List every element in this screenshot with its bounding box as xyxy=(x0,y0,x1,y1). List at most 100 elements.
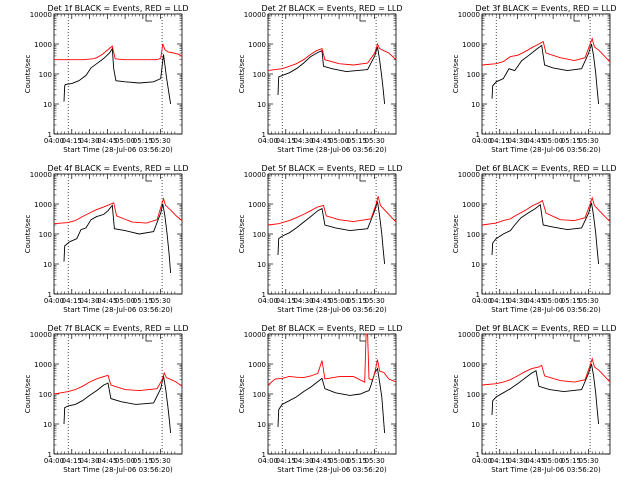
x-tick-label: 04:30 xyxy=(507,137,527,145)
attenuator-marker xyxy=(573,335,580,342)
plot-frame xyxy=(53,13,183,135)
x-tick-label: 05:15 xyxy=(133,297,153,305)
y-tick-label: 1000 xyxy=(462,201,480,209)
events-series-line xyxy=(63,47,172,105)
x-tick-label: 04:45 xyxy=(525,137,545,145)
attenuator-marker xyxy=(359,175,366,182)
panel-det-1: Det 1f BLACK = Events, RED = LLD 1 10 100 10… xyxy=(24,4,189,154)
x-tick-label: 05:15 xyxy=(347,137,367,145)
x-axis-label: Start Time (28-Jul-06 03:56:20) xyxy=(491,306,601,314)
panel-title: Det 1f BLACK = Events, RED = LLD xyxy=(47,4,188,13)
x-tick-label: 04:30 xyxy=(79,297,99,305)
x-tick-label: 05:00 xyxy=(329,297,349,305)
x-tick-label: 04:15 xyxy=(62,297,82,305)
x-tick-label: 04:00 xyxy=(44,137,64,145)
x-tick-label: 05:15 xyxy=(133,137,153,145)
y-tick-label: 100 xyxy=(467,71,480,79)
x-tick-label: 05:30 xyxy=(579,297,599,305)
x-tick-label: 05:30 xyxy=(151,457,171,465)
y-tick-label: 1000 xyxy=(248,361,266,369)
x-tick-label: 05:00 xyxy=(329,457,349,465)
plot-frame xyxy=(481,13,611,135)
panel-det-6: Det 6f BLACK = Events, RED = LLD 1 10 100 10… xyxy=(452,164,617,314)
panel-title: Det 9f BLACK = Events, RED = LLD xyxy=(475,324,616,333)
x-tick-label: 05:30 xyxy=(151,297,171,305)
y-tick-label: 10 xyxy=(471,101,480,109)
x-axis-label: Start Time (28-Jul-06 03:56:20) xyxy=(491,146,601,154)
panel-det-9: Det 9f BLACK = Events, RED = LLD 1 10 100 10… xyxy=(452,324,617,474)
lld-series-line xyxy=(267,42,397,72)
x-tick-label: 04:45 xyxy=(97,457,117,465)
lld-series-line xyxy=(267,196,397,226)
y-tick-label: 1 xyxy=(476,291,480,299)
y-tick-label: 100 xyxy=(253,391,266,399)
y-tick-label: 10000 xyxy=(30,171,52,179)
x-tick-label: 05:00 xyxy=(329,137,349,145)
x-tick-label: 04:30 xyxy=(507,457,527,465)
x-tick-label: 04:00 xyxy=(258,457,278,465)
x-tick-label: 04:00 xyxy=(258,297,278,305)
attenuator-marker xyxy=(145,15,152,22)
y-axis-label: Counts/sec xyxy=(24,375,32,414)
plot-frame xyxy=(267,333,397,455)
panel-det-3: Det 3f BLACK = Events, RED = LLD 1 10 100 10… xyxy=(452,4,617,154)
panel-det-8: Det 8f BLACK = Events, RED = LLD 1 10 100 10… xyxy=(238,324,403,474)
y-axis-label: Counts/sec xyxy=(24,55,32,94)
plot-frame xyxy=(53,173,183,295)
y-tick-label: 1 xyxy=(48,291,52,299)
panel-title: Det 7f BLACK = Events, RED = LLD xyxy=(47,324,188,333)
x-tick-label: 04:45 xyxy=(311,457,331,465)
x-tick-label: 05:30 xyxy=(365,457,385,465)
y-tick-label: 100 xyxy=(39,391,52,399)
y-tick-label: 10 xyxy=(43,101,52,109)
x-tick-label: 05:15 xyxy=(561,457,581,465)
x-tick-label: 04:00 xyxy=(258,137,278,145)
y-tick-label: 10 xyxy=(43,261,52,269)
x-tick-label: 04:45 xyxy=(525,457,545,465)
x-tick-label: 04:45 xyxy=(97,297,117,305)
x-tick-label: 05:00 xyxy=(115,297,135,305)
panel-title: Det 3f BLACK = Events, RED = LLD xyxy=(475,4,616,13)
x-axis-label: Start Time (28-Jul-06 03:56:20) xyxy=(491,466,601,474)
events-series-line xyxy=(491,202,600,265)
y-tick-label: 1000 xyxy=(248,41,266,49)
x-axis-label: Start Time (28-Jul-06 03:56:20) xyxy=(277,146,387,154)
x-tick-label: 05:15 xyxy=(347,297,367,305)
y-tick-label: 10000 xyxy=(458,11,480,19)
lld-series-line xyxy=(481,357,611,386)
x-tick-label: 04:45 xyxy=(525,297,545,305)
panel-title: Det 4f BLACK = Events, RED = LLD xyxy=(47,164,188,173)
y-tick-label: 100 xyxy=(467,231,480,239)
y-axis-label: Counts/sec xyxy=(24,215,32,254)
y-axis-label: Counts/sec xyxy=(452,55,460,94)
y-tick-label: 10 xyxy=(471,261,480,269)
x-tick-label: 04:15 xyxy=(276,297,296,305)
x-tick-label: 05:30 xyxy=(365,137,385,145)
y-tick-label: 10000 xyxy=(244,11,266,19)
attenuator-marker xyxy=(573,175,580,182)
y-axis-label: Counts/sec xyxy=(238,375,246,414)
x-axis-label: Start Time (28-Jul-06 03:56:20) xyxy=(277,306,387,314)
y-tick-label: 10 xyxy=(257,101,266,109)
events-series-line xyxy=(63,375,172,434)
y-tick-label: 100 xyxy=(39,231,52,239)
y-tick-label: 1 xyxy=(476,451,480,459)
x-tick-label: 05:15 xyxy=(347,457,367,465)
x-tick-label: 05:15 xyxy=(561,297,581,305)
panel-title: Det 5f BLACK = Events, RED = LLD xyxy=(261,164,402,173)
y-tick-label: 1000 xyxy=(462,361,480,369)
events-series-line xyxy=(277,201,386,265)
x-tick-label: 04:45 xyxy=(311,297,331,305)
y-tick-label: 100 xyxy=(253,71,266,79)
x-tick-label: 04:30 xyxy=(293,137,313,145)
x-tick-label: 05:15 xyxy=(133,457,153,465)
x-tick-label: 04:00 xyxy=(44,297,64,305)
x-tick-label: 04:15 xyxy=(62,457,82,465)
y-tick-label: 1 xyxy=(262,131,266,139)
panel-title: Det 8f BLACK = Events, RED = LLD xyxy=(261,324,402,333)
y-tick-label: 10000 xyxy=(30,331,52,339)
x-tick-label: 04:30 xyxy=(79,457,99,465)
panel-title: Det 2f BLACK = Events, RED = LLD xyxy=(261,4,402,13)
x-tick-label: 05:00 xyxy=(543,137,563,145)
